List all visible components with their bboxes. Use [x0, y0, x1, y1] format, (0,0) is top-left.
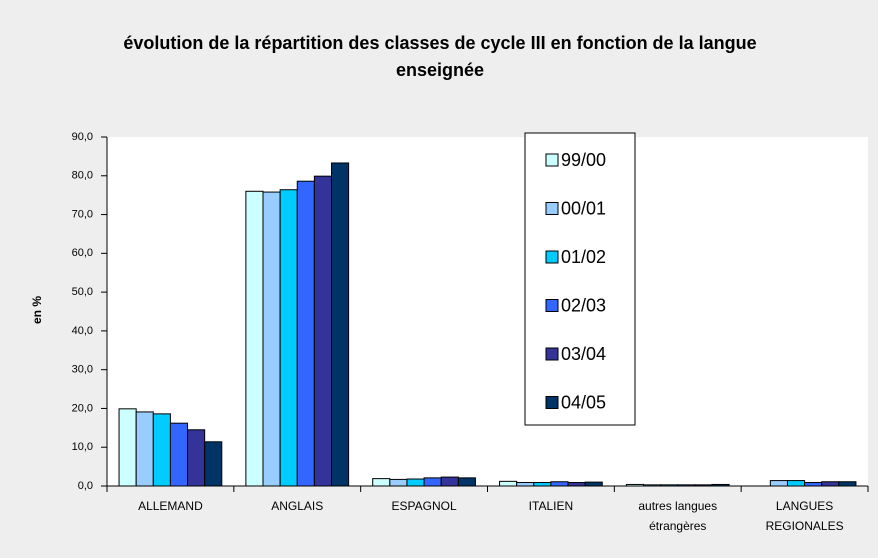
legend-box [524, 132, 636, 426]
x-tick-label: ESPAGNOL [391, 499, 457, 513]
y-tick-label: 20,0 [72, 402, 93, 414]
bar [406, 478, 425, 487]
bar [245, 190, 264, 487]
bar [204, 441, 223, 487]
bar [769, 480, 788, 487]
bar [584, 481, 603, 487]
y-tick-label: 60,0 [72, 247, 93, 259]
bar [423, 477, 442, 487]
y-tick-label: 80,0 [72, 170, 93, 182]
bar [516, 482, 535, 487]
y-tick-label: 10,0 [72, 441, 93, 453]
plot-area [107, 137, 868, 486]
bar [296, 180, 315, 487]
bar [169, 422, 189, 487]
legend-label: 00/01 [561, 198, 606, 218]
bar [533, 482, 552, 487]
legend-swatch [545, 202, 559, 215]
bar [118, 408, 137, 487]
bar [372, 478, 391, 487]
bar [804, 482, 823, 487]
y-tick-label: 0,0 [78, 480, 93, 492]
bar [187, 429, 206, 487]
y-tick-label: 40,0 [72, 325, 93, 337]
bar [457, 477, 476, 487]
y-axis-label: en % [30, 296, 44, 324]
legend-label: 03/04 [561, 344, 606, 364]
y-tick-label: 90,0 [72, 131, 93, 143]
legend-swatch [545, 153, 559, 167]
bar [567, 482, 586, 487]
x-tick-label: LANGUES REGIONALES [765, 499, 844, 533]
bar [262, 191, 281, 487]
bar [838, 481, 857, 487]
bar [499, 480, 518, 487]
legend-label: 04/05 [561, 392, 606, 412]
y-tick-label: 70,0 [72, 208, 93, 220]
bar [135, 411, 154, 487]
legend-label: 99/00 [561, 150, 606, 170]
x-tick-label: ANGLAIS [271, 499, 324, 513]
x-tick-label: ITALIEN [528, 499, 574, 513]
bar [279, 189, 298, 487]
legend-label: 01/02 [561, 247, 606, 267]
bar [330, 162, 350, 487]
x-tick-label: ALLEMAND [138, 499, 203, 513]
legend-swatch [545, 396, 559, 409]
y-tick-label: 30,0 [72, 364, 93, 376]
bar [786, 480, 806, 487]
legend-label: 02/03 [561, 295, 606, 315]
bar [550, 481, 569, 487]
bar [440, 476, 459, 487]
legend-swatch [545, 299, 559, 312]
bar [152, 413, 171, 487]
y-tick-label: 50,0 [72, 286, 93, 298]
chart-title: évolution de la répartition des classes … [123, 33, 757, 80]
legend-swatch [545, 250, 559, 264]
bar [821, 481, 840, 487]
x-tick-label: autres langues étrangères [638, 499, 718, 533]
legend-swatch [545, 347, 559, 361]
bar [389, 478, 408, 487]
bar [313, 175, 332, 487]
